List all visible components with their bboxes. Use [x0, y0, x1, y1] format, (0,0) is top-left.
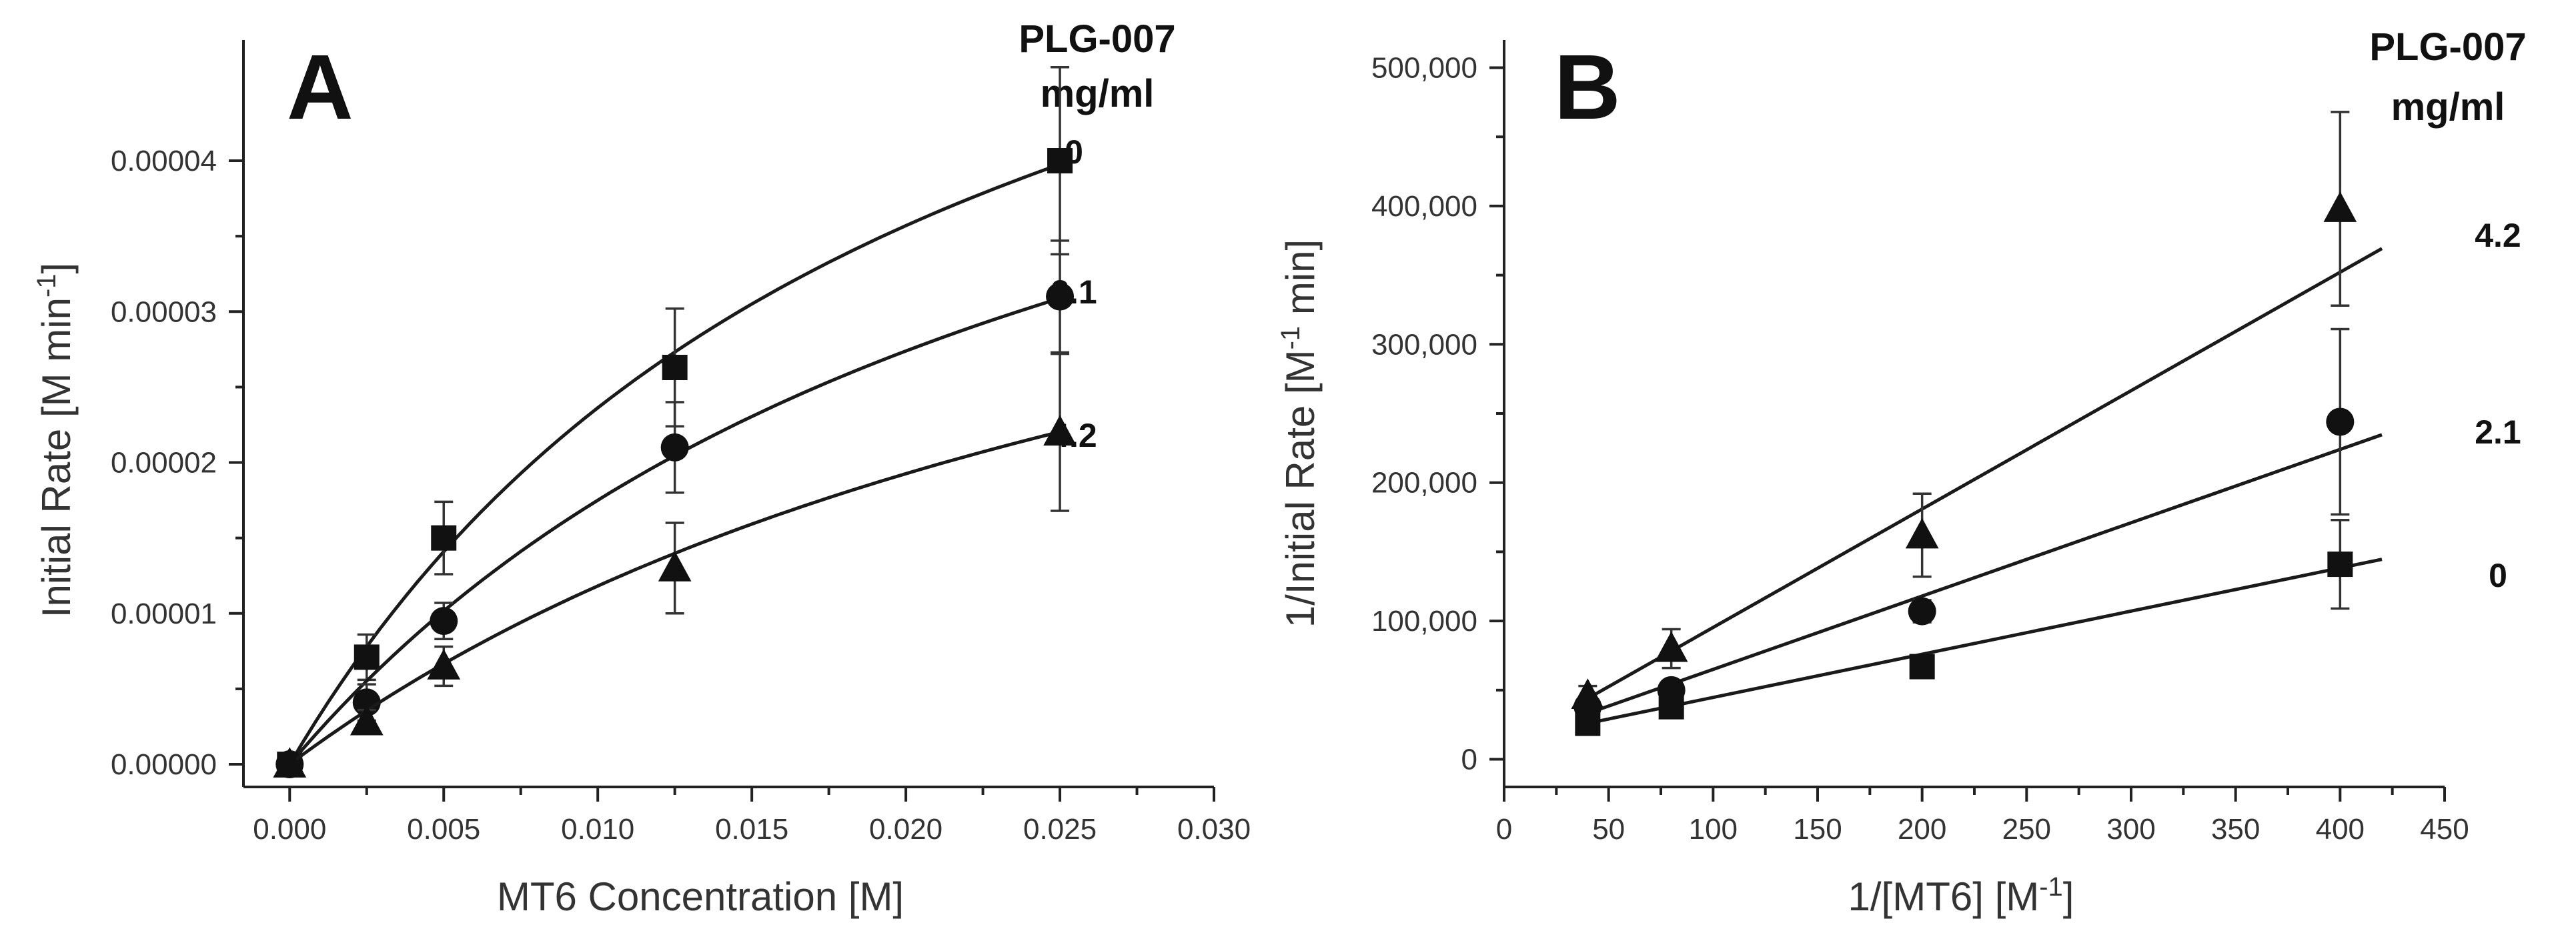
panel-a-point-0	[354, 644, 380, 670]
panel-b-y-tick-label: 200,000	[1371, 467, 1477, 500]
panel-b-point-2-1	[2326, 407, 2355, 436]
panel-a-x-axis-title: MT6 Concentration [M]	[497, 874, 904, 919]
panel-a-point-0	[662, 354, 688, 380]
panel-b-y-tick-label: 300,000	[1371, 328, 1477, 361]
panel-b-x-axis-title: 1/[MT6] [M-1]	[1848, 872, 2074, 919]
panel-a-point-0	[1047, 148, 1073, 174]
panel-b-point-4-2	[1905, 518, 1939, 549]
panel-b-legend-title-line2: mg/ml	[2391, 85, 2505, 129]
panel-b-point-4-2	[2323, 191, 2357, 222]
panel-a-point-4-2	[658, 551, 692, 582]
panel-a-series-label-2-1: 2.1	[1051, 273, 1097, 311]
panel-a-legend-title-line1: PLG-007	[1019, 17, 1175, 61]
panel-b: B PLG-007 mg/ml 1/[MT6] [M-1] 1/Initial …	[1276, 25, 2527, 919]
panel-b-fit-curve-4-2	[1587, 247, 2383, 700]
panel-a-y-tick-label: 0.00001	[111, 598, 217, 630]
panel-a-y-tick-label: 0.00003	[111, 295, 217, 328]
panel-a-point-4-2	[350, 704, 384, 736]
panel-b-x-tick-label: 50	[1592, 813, 1625, 846]
panel-b-y-tick-label: 400,000	[1371, 190, 1477, 223]
panel-a-point-2-1	[430, 607, 458, 636]
panel-a-x-tick-label: 0.000	[253, 813, 326, 846]
panel-b-fit-curve-2-1	[1587, 433, 2383, 716]
panel-b-x-tick-label: 250	[2002, 813, 2051, 846]
panel-a-point-4-2	[273, 747, 307, 778]
panel-b-x-tick-label: 400	[2316, 813, 2365, 846]
panel-a-point-4-2	[1043, 415, 1077, 446]
panel-b-point-0	[1658, 694, 1684, 720]
panel-b-point-2-1	[1908, 597, 1936, 626]
panel-a-x-tick-label: 0.015	[715, 813, 788, 846]
panel-a-y-axis-title: Initial Rate [M min-1]	[32, 263, 79, 618]
panel-b-x-tick-label: 300	[2106, 813, 2155, 846]
panel-a: A PLG-007 mg/ml MT6 Concentration [M] In…	[32, 17, 1251, 919]
panel-a-y-tick-label: 0.00004	[111, 145, 217, 177]
panel-b-y-tick-label: 100,000	[1371, 605, 1477, 638]
panel-b-point-0	[1909, 654, 1935, 680]
panel-b-x-tick-label: 450	[2420, 813, 2469, 846]
panel-a-series-label-0: 0	[1065, 133, 1083, 171]
panel-a-point-0	[431, 525, 457, 551]
panel-a-legend-title-line2: mg/ml	[1041, 72, 1155, 115]
panel-a-x-tick-label: 0.010	[561, 813, 634, 846]
panel-b-fit-curve-0	[1587, 558, 2383, 726]
panel-b-y-tick-label: 500,000	[1371, 51, 1477, 84]
panel-a-x-tick-label: 0.030	[1177, 813, 1251, 846]
panel-a-y-tick-label: 0.00002	[111, 447, 217, 480]
panel-a-series-label-4-2: 4.2	[1051, 417, 1097, 454]
panel-a-x-tick-label: 0.025	[1023, 813, 1097, 846]
panel-b-x-tick-label: 0	[1496, 813, 1512, 846]
panel-b-series-label-4-2: 4.2	[2475, 217, 2521, 254]
panel-b-series-label-2-1: 2.1	[2475, 413, 2521, 451]
panel-b-letter: B	[1554, 36, 1621, 139]
panel-a-point-4-2	[427, 649, 461, 680]
panel-b-legend-title-line1: PLG-007	[2369, 25, 2526, 69]
panel-b-point-0	[1575, 710, 1601, 736]
panel-a-x-tick-label: 0.005	[407, 813, 480, 846]
panel-a-x-tick-label: 0.020	[869, 813, 942, 846]
panel-b-x-tick-label: 100	[1689, 813, 1738, 846]
panel-b-x-tick-label: 150	[1793, 813, 1842, 846]
panel-b-y-axis-title: 1/Initial Rate [M-1 min]	[1276, 239, 1323, 628]
panel-a-point-2-1	[1046, 282, 1075, 311]
panel-b-point-0	[2327, 552, 2353, 578]
panel-b-x-tick-label: 350	[2211, 813, 2260, 846]
panel-a-y-tick-label: 0.00000	[111, 748, 217, 781]
panel-b-series-label-0: 0	[2489, 557, 2507, 594]
panel-b-point-4-2	[1654, 631, 1688, 662]
panel-b-y-tick-label: 0	[1461, 744, 1477, 776]
panel-a-letter: A	[287, 36, 354, 139]
panel-a-point-2-1	[660, 433, 689, 461]
panel-b-x-tick-label: 200	[1898, 813, 1946, 846]
